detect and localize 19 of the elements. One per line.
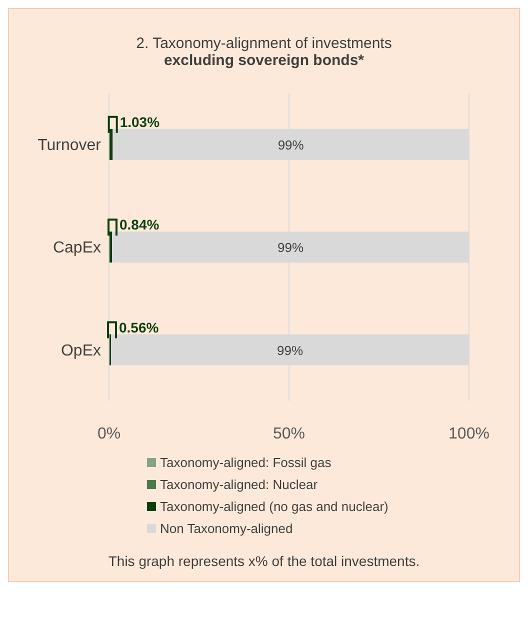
y-tick-label: Turnover	[38, 137, 102, 154]
data-label: 0.84%	[120, 216, 160, 233]
x-tick-label: 50%	[272, 425, 306, 442]
text: This graph represents x% of the total investments.	[107, 553, 421, 569]
y-tick-label: OpEx	[60, 342, 101, 360]
data-label: 99%	[278, 137, 304, 152]
y-tick-label: CapEx	[52, 240, 101, 257]
legend-label: Taxonomy-aligned (no gas and nuclear)	[160, 498, 388, 514]
legend-label: Taxonomy-aligned: Nuclear	[160, 476, 318, 492]
data-label: 1.03%	[120, 114, 160, 130]
x-tick-label: 100%	[448, 425, 490, 442]
chart-subtitle: excluding sovereign bonds*	[162, 52, 366, 69]
legend-label: Non Taxonomy-aligned	[160, 520, 293, 536]
data-label: 99%	[277, 240, 304, 256]
legend-label: Taxonomy-aligned: Fossil gas	[160, 454, 332, 470]
data-label: 0.56%	[119, 319, 160, 336]
chart-title: 2. Taxonomy-alignment of investments	[135, 34, 393, 52]
data-label: 99%	[276, 342, 304, 358]
x-tick-label: 0%	[97, 425, 121, 442]
